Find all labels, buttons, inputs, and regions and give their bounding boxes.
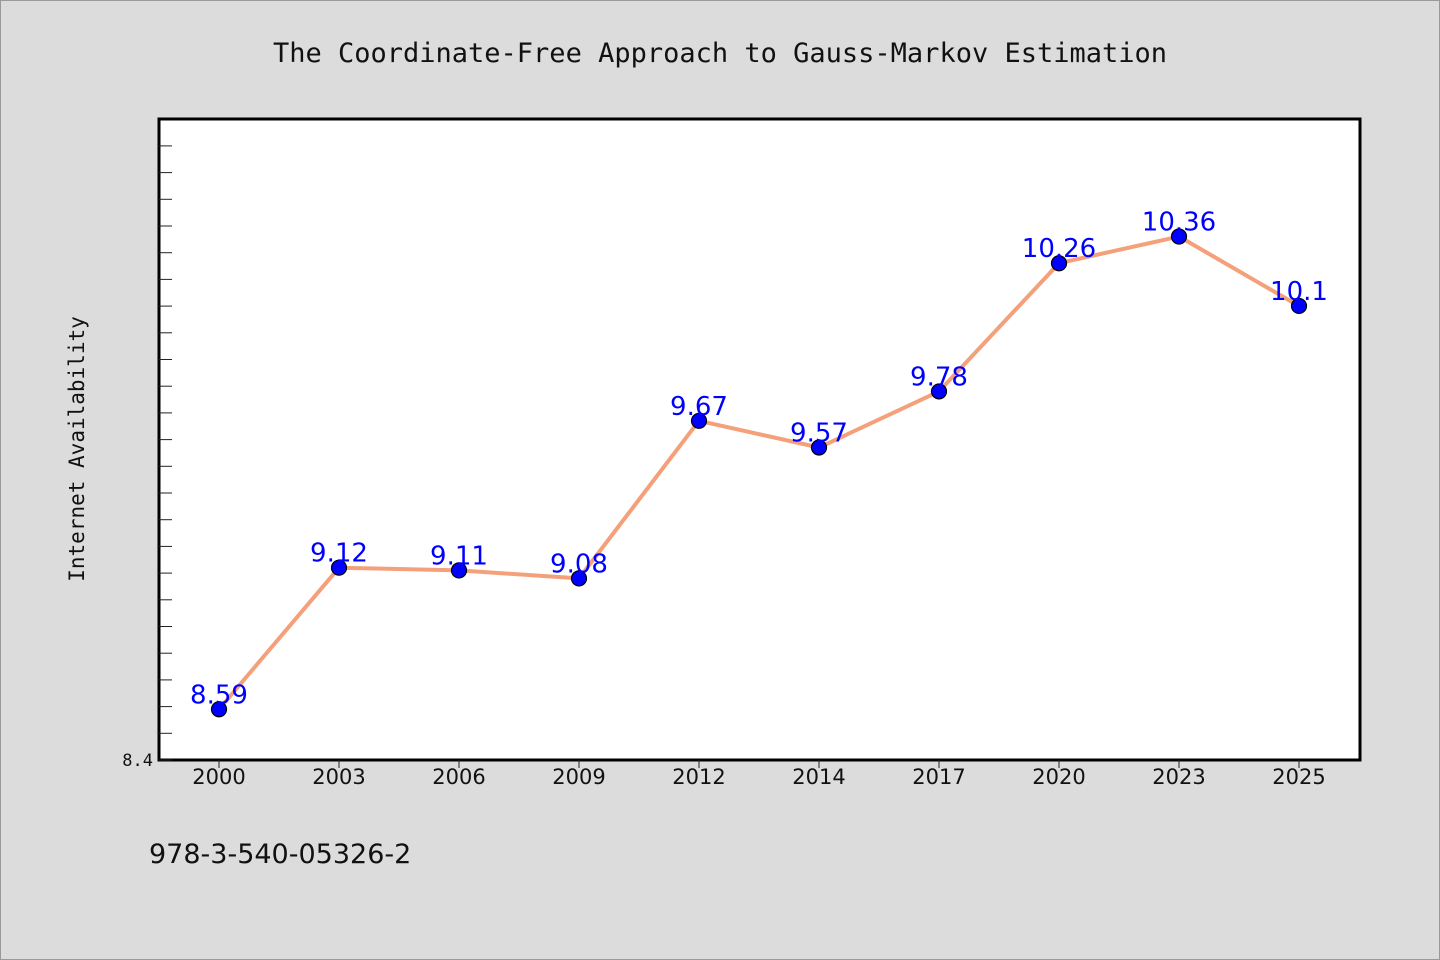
isbn-footer: 978-3-540-05326-2 — [149, 839, 411, 870]
data-label: 9.78 — [910, 362, 968, 392]
chart-title: The Coordinate-Free Approach to Gauss-Ma… — [273, 38, 1167, 69]
data-point — [1290, 297, 1308, 315]
data-label: 9.11 — [430, 541, 488, 571]
x-tick-label: 2017 — [912, 765, 965, 789]
data-label: 10.1 — [1270, 277, 1328, 307]
data-point — [1050, 255, 1068, 272]
data-label: 9.67 — [670, 392, 728, 422]
data-point — [450, 562, 468, 579]
x-tick-label: 2009 — [552, 765, 605, 789]
x-tick-label: 2006 — [432, 765, 485, 789]
points-layer — [210, 228, 1308, 718]
data-label: 10.36 — [1142, 208, 1216, 238]
data-point — [690, 412, 708, 429]
data-label: 9.12 — [310, 539, 368, 569]
data-label: 8.59 — [190, 680, 248, 710]
data-label: 9.57 — [790, 419, 848, 449]
data-label: 10.26 — [1022, 234, 1096, 264]
data-point — [330, 559, 348, 576]
data-label: 9.08 — [550, 549, 608, 579]
x-axis-ticks: 2000 2003 2006 2009 2012 2014 2017 2020 2023 2025 — [192, 760, 1326, 789]
data-point — [930, 383, 948, 400]
y-axis-label: Internet Availability — [65, 316, 89, 582]
y-axis-ticks: 8.4 — [122, 145, 172, 771]
series-line — [217, 234, 1301, 711]
data-labels-layer: 8.59 9.12 9.11 9.08 9.67 9.57 9.78 10.26 10.36 10… — [190, 208, 1328, 711]
data-point — [810, 439, 828, 456]
x-tick-label: 2012 — [672, 765, 725, 789]
data-point — [210, 701, 228, 718]
data-point — [570, 570, 588, 587]
plot-area — [157, 117, 1362, 762]
series-layer — [217, 234, 1301, 711]
y-tick-label: 8.4 — [122, 751, 153, 771]
x-tick-label: 2014 — [792, 765, 845, 789]
x-tick-label: 2000 — [192, 765, 245, 789]
x-tick-label: 2003 — [312, 765, 365, 789]
x-tick-label: 2023 — [1152, 765, 1205, 789]
x-tick-label: 2020 — [1032, 765, 1085, 789]
data-point — [1170, 228, 1188, 245]
x-tick-label: 2025 — [1272, 765, 1325, 789]
